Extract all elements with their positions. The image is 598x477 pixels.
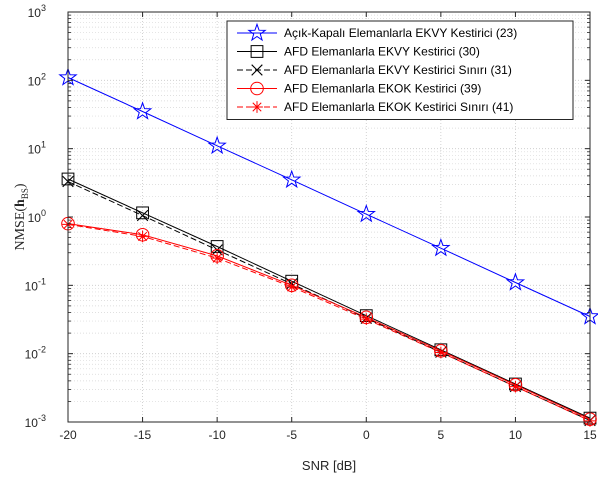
y-tick-label-exponent: -3 [38,413,46,423]
y-axis-label-prefix: NMSE( [13,207,28,251]
legend-marker-circle [250,81,264,96]
x-tick-label: 0 [363,428,370,442]
y-tick-label-exponent: 3 [41,3,46,13]
legend-item: AFD Elemanlarla EKOK Kestirici (39) [237,82,481,96]
y-tick-label-exponent: 0 [41,208,46,218]
legend-box [226,20,574,120]
data-point-pentagram [207,135,227,155]
series-line [67,223,591,422]
y-tick-label: 100 [28,208,46,225]
legend-label: AFD Elemanlarla EKVY Kestirici Sınırı (3… [284,63,512,77]
axis-ticks [67,11,591,423]
legend-item: AFD Elemanlarla EKVY Kestirici (30) [237,45,480,59]
data-point-pentagram [282,169,302,189]
y-tick-label-base: 10 [28,143,42,157]
x-tick-label: 15 [583,428,597,442]
x-tick-label: 10 [509,428,523,442]
y-axis-label-subscript: BS [20,188,30,199]
x-tick-label: -10 [208,428,226,442]
series-layer [58,67,598,427]
legend-marker-square [250,45,264,58]
data-point-pentagram [132,101,153,120]
tick-labels: -20 -15 -10 -5 0 5 10 1510-310-210-110010110210… [25,3,597,442]
data-point-asterisk [285,280,298,293]
legend-item: AFD Elemanlarla EKVY Kestirici Sınırı (3… [237,63,512,77]
data-point-pentagram [431,237,451,257]
data-point-pentagram [356,203,376,223]
x-tick-label: -15 [134,428,152,442]
y-tick-label-base: 10 [25,348,39,362]
y-tick-label: 10-3 [25,413,46,430]
x-tick-label: -5 [286,428,297,442]
y-tick-label-base: 10 [28,211,42,225]
data-point-asterisk [136,230,149,243]
legend-marker-asterisk [251,101,263,113]
y-tick-label: 103 [28,3,46,20]
y-tick-label-exponent: -2 [38,345,46,355]
y-axis-label: NMSE(hBS) [13,183,30,250]
data-point-asterisk [509,380,522,393]
y-tick-label-base: 10 [28,74,42,88]
legend-marker-pentagram [247,22,267,42]
data-point-x [136,209,149,222]
legend: Açık-Kapalı Elemanlarla EKVY Kestirici (… [226,20,574,120]
series-line [67,77,591,317]
legend-label: AFD Elemanlarla EKOK Kestirici (39) [284,82,481,96]
data-point-pentagram [505,272,526,291]
legend-item: AFD Elemanlarla EKOK Kestirici Sınırı (4… [237,100,513,114]
y-tick-label: 102 [28,71,46,88]
y-tick-label-exponent: -1 [38,276,46,286]
y-tick-label: 10-1 [25,276,46,293]
y-tick-label: 10-2 [25,345,46,362]
x-tick-label: -20 [59,428,77,442]
series-line [67,223,591,420]
y-tick-label-exponent: 2 [41,71,46,81]
legend-marker-x [251,64,263,76]
x-tick-label: 5 [438,428,445,442]
y-tick-label-base: 10 [25,279,39,293]
legend-label: Açık-Kapalı Elemanlarla EKVY Kestirici (… [284,26,517,40]
data-point-asterisk [360,313,373,326]
x-axis-label: SNR [dB] [302,458,356,473]
y-axis-label-symbol: h [13,199,28,207]
y-tick-label-exponent: 1 [41,140,46,150]
data-point-asterisk [434,346,447,359]
legend-label: AFD Elemanlarla EKOK Kestirici Sınırı (4… [284,100,513,114]
y-tick-label: 101 [28,140,46,157]
series-line [67,178,591,419]
y-axis-label-suffix: ) [13,183,28,188]
legend-label: AFD Elemanlarla EKVY Kestirici (30) [284,45,480,59]
data-point-asterisk [211,252,224,265]
y-tick-label-base: 10 [25,416,39,430]
series [58,67,598,325]
y-tick-label-base: 10 [28,6,42,20]
legend-item: Açık-Kapalı Elemanlarla EKVY Kestirici (… [237,22,517,42]
